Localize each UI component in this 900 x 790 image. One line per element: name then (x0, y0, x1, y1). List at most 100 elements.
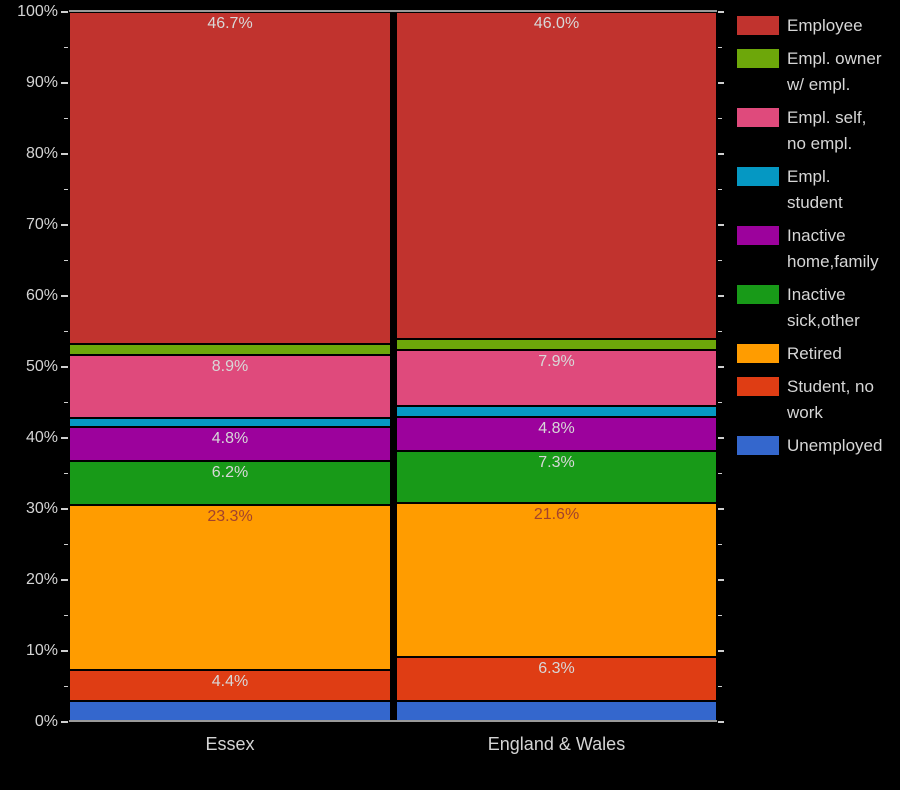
y-axis-tick (718, 11, 724, 13)
y-axis-tick (718, 188, 722, 190)
legend-item-inactive-home-family: Inactive home,family (737, 223, 897, 275)
y-axis-tick (64, 46, 68, 48)
legend-item-label: Empl. student (787, 167, 843, 212)
y-axis-tick (64, 472, 68, 474)
bar-segment-value-label: 6.3% (538, 659, 575, 677)
legend-color-swatch-icon (737, 16, 779, 35)
y-axis-tick (64, 330, 68, 332)
y-axis-tick (61, 721, 68, 723)
y-axis-tick (718, 614, 722, 616)
y-axis-labels: 0% 10% 20% 30% 40% 50% 60% 70% 80% 90% 100% (0, 3, 58, 730)
y-axis-tick (61, 11, 68, 13)
bar-segment-retired: 21.6% (396, 503, 717, 657)
y-axis-tick (718, 82, 724, 84)
bar-segment-value-label: 4.8% (538, 420, 575, 438)
y-axis-tick (718, 224, 724, 226)
y-axis-tick (61, 650, 68, 652)
y-axis-tick-label: 40% (25, 429, 58, 446)
bar-segment-inactive-sick-other: 7.3% (396, 451, 717, 504)
y-axis-tick (718, 579, 724, 581)
bar-segment-value-label: 7.9% (538, 352, 575, 370)
category-label-england-wales: England & Wales (487, 734, 626, 754)
y-axis-tick (718, 259, 722, 261)
legend-item-unemployed: Unemployed (737, 433, 897, 459)
legend-item-label: Inactive sick,other (787, 285, 860, 330)
bar-segment-value-label: 46.7% (207, 15, 253, 32)
y-axis-tick (64, 685, 68, 687)
y-axis-tick (718, 366, 724, 368)
y-axis-tick (718, 508, 724, 510)
y-axis-tick (64, 117, 68, 119)
y-axis-tick-label: 0% (34, 713, 58, 730)
bar-segment-value-label: 23.3% (207, 507, 253, 525)
y-axis-tick (61, 224, 68, 226)
bar-segment-inactive-home-family: 4.8% (396, 417, 717, 452)
legend-item-label: Unemployed (787, 436, 883, 455)
y-axis-tick (64, 188, 68, 190)
legend-item-empl-student: Empl. student (737, 164, 897, 216)
y-axis-tick (718, 437, 724, 439)
bar-column-essex: 46.7% 8.9% 4.8% 6.2% 23.3% 4.4% (69, 12, 391, 722)
bar-segment-empl-student (396, 406, 717, 418)
y-axis-tick (64, 614, 68, 616)
y-axis-tick (718, 472, 722, 474)
bar-segment-student-no-work: 6.3% (396, 656, 717, 702)
y-axis-tick (718, 685, 722, 687)
y-axis-tick-label: 100% (17, 3, 58, 20)
legend-item-empl-owner-w-empl: Empl. owner w/ empl. (737, 46, 897, 98)
bar-segment-retired: 23.3% (69, 504, 391, 671)
legend-item-retired: Retired (737, 341, 897, 367)
y-axis-tick (718, 330, 722, 332)
x-label-cell: England & Wales (396, 734, 717, 755)
y-axis-tick (61, 437, 68, 439)
bar-segment-student-no-work: 4.4% (69, 670, 391, 702)
legend-item-label: Inactive home,family (787, 226, 879, 271)
bar-segment-empl-student (69, 418, 391, 427)
y-axis-tick (64, 401, 68, 403)
y-axis-tick (61, 82, 68, 84)
bar-segment-value-label: 6.2% (211, 463, 249, 481)
legend-color-swatch-icon (737, 285, 779, 304)
bar-segment-inactive-sick-other: 6.2% (69, 460, 391, 505)
bar-column-england-wales: 46.0% 7.9% 4.8% 7.3% 21.6% 6.3% (396, 12, 717, 722)
y-axis-tick-label: 70% (25, 216, 58, 233)
y-axis-tick-label: 60% (25, 287, 58, 304)
y-axis-tick (718, 46, 722, 48)
legend-item-label: Empl. self, no empl. (787, 108, 867, 153)
legend-color-swatch-icon (737, 377, 779, 396)
y-axis-tick (61, 579, 68, 581)
y-axis-tick (718, 295, 724, 297)
bar-segment-employee: 46.0% (396, 12, 717, 339)
y-axis-tick (61, 153, 68, 155)
legend-item-student-no-work: Student, no work (737, 374, 897, 426)
legend-color-swatch-icon (737, 436, 779, 455)
legend-item-employee: Employee (737, 13, 897, 39)
category-label-essex: Essex (205, 734, 255, 754)
y-axis-tick (718, 650, 724, 652)
y-axis-tick-label: 10% (25, 642, 58, 659)
bar-segment-unemployed (396, 701, 717, 722)
legend-color-swatch-icon (737, 167, 779, 186)
bar-segment-value-label: 7.3% (538, 454, 575, 472)
y-axis-tick-label: 80% (25, 145, 58, 162)
y-axis-tick (718, 543, 722, 545)
legend-item-inactive-sick-other: Inactive sick,other (737, 282, 897, 334)
y-axis-tick (718, 401, 722, 403)
legend-color-swatch-icon (737, 344, 779, 363)
bars: 46.7% 8.9% 4.8% 6.2% 23.3% 4.4% 46.0% 7.9% 4.8% 7… (69, 12, 717, 722)
y-axis-tick (718, 153, 724, 155)
legend-item-label: Retired (787, 344, 842, 363)
y-axis-tick (64, 259, 68, 261)
legend-item-empl-self-no-empl: Empl. self, no empl. (737, 105, 897, 157)
y-axis-tick (61, 508, 68, 510)
y-axis-tick-label: 30% (25, 500, 58, 517)
legend-color-swatch-icon (737, 49, 779, 68)
legend-item-label: Employee (787, 16, 863, 35)
bar-segment-empl-owner-w-empl (396, 338, 717, 350)
y-axis-tick (61, 366, 68, 368)
bar-segment-empl-self-no-empl: 7.9% (396, 349, 717, 407)
y-axis-tick (64, 543, 68, 545)
bar-segment-value-label: 4.4% (211, 673, 249, 691)
bar-segment-value-label: 4.8% (211, 429, 249, 447)
